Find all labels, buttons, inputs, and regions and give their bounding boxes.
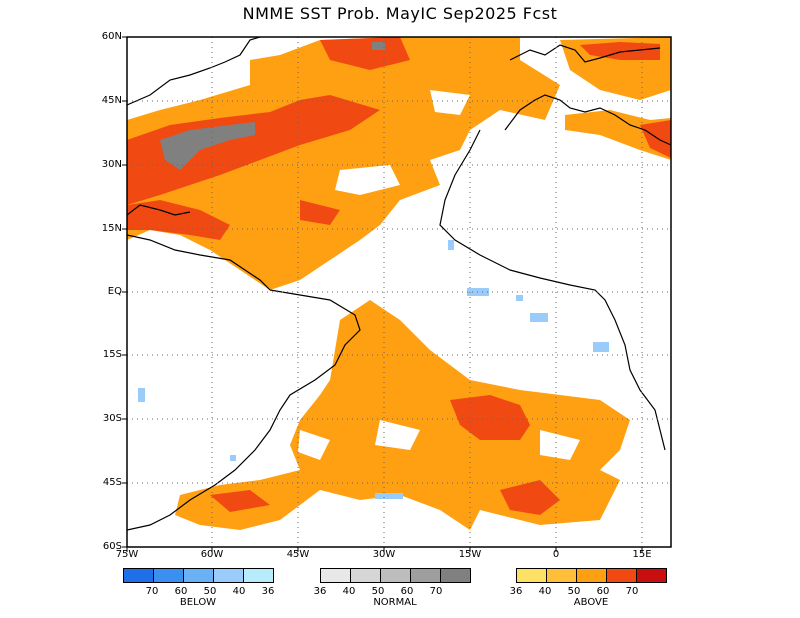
legend-swatch [546,568,577,583]
legend-swatch [636,568,667,583]
legend-tick: 36 [313,586,327,597]
legend-below: 70 60 50 40 36 BELOW [123,568,275,608]
legend-label: BELOW [179,597,217,608]
legend-tick: 60 [400,586,414,597]
legend-swatch [213,568,244,583]
lat-label: 45S [102,477,122,488]
lat-label: EQ [107,286,122,297]
graticule [127,37,671,547]
legend-normal: 36 40 50 60 70 NORMAL [314,568,471,608]
lon-label: 45W [286,549,310,560]
legend-swatch [516,568,547,583]
coastlines [127,37,671,531]
legend-tick: 36 [261,586,275,597]
legend-above: 36 40 50 60 70 ABOVE [510,568,667,608]
lon-label: 15W [458,549,482,560]
lon-label: 30W [372,549,396,560]
lon-label: 15E [632,549,652,560]
legend-swatch [380,568,411,583]
lon-label: 0 [552,549,560,560]
probability-shading [127,37,671,530]
legend-label: NORMAL [373,597,417,608]
legend-label: ABOVE [573,597,609,608]
lat-label: 15N [101,223,122,234]
legend-tick: 50 [203,586,217,597]
legend-tick: 40 [342,586,356,597]
legend-swatch [410,568,441,583]
legend-swatch [350,568,381,583]
legend-tick: 50 [567,586,581,597]
legend-tick: 40 [232,586,246,597]
lon-label: 60W [200,549,224,560]
lat-label: 60N [101,31,122,42]
lat-label: 60S [102,541,122,552]
legend-swatch [320,568,351,583]
legend-tick: 70 [625,586,639,597]
legend-swatch [576,568,607,583]
legend-tick: 40 [538,586,552,597]
lat-label: 45N [101,95,122,106]
legend-tick: 60 [174,586,188,597]
legend-swatch [606,568,637,583]
legend-swatch [243,568,274,583]
legend-tick: 70 [429,586,443,597]
legend-tick: 70 [145,586,159,597]
legend-swatch [153,568,184,583]
lon-label: 75W [115,549,139,560]
legend-swatch [440,568,471,583]
legend-tick: 50 [371,586,385,597]
legend-swatch [183,568,214,583]
legend-swatch [123,568,154,583]
map-title: NMME SST Prob. MayIC Sep2025 Fcst [242,4,558,23]
lat-label: 15S [102,349,122,360]
lat-label: 30S [102,413,122,424]
legend-tick: 36 [509,586,523,597]
lat-label: 30N [101,159,122,170]
legend-tick: 60 [596,586,610,597]
